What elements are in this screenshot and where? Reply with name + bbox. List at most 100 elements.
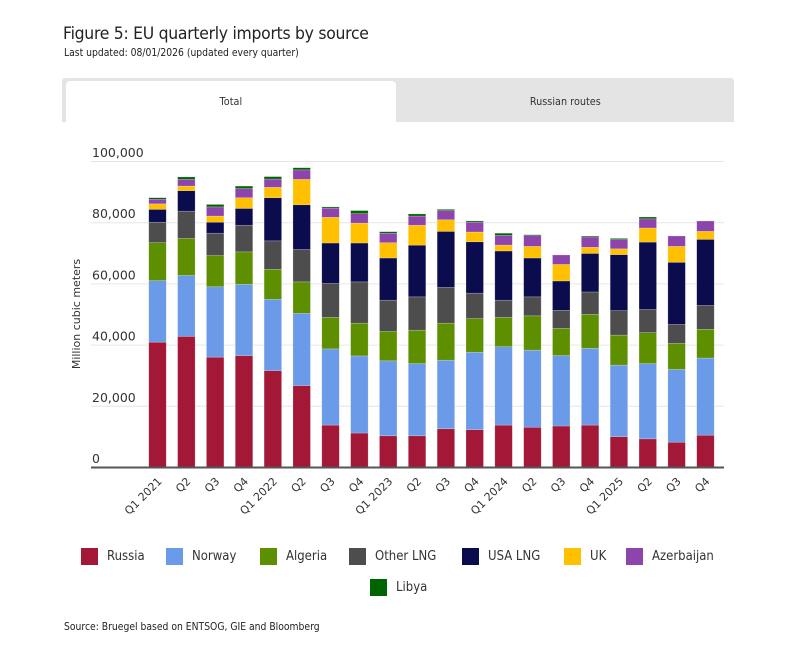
bar-segment-russia[interactable] (696, 434, 715, 468)
bar-segment-libya[interactable] (465, 220, 484, 223)
bar-segment-azerbaijan[interactable] (234, 188, 254, 199)
bar-segment-libya[interactable] (292, 167, 311, 171)
bar-segment-uk[interactable] (552, 264, 571, 282)
bar-stack[interactable] (581, 235, 600, 468)
legend-item-libya[interactable]: Libya (370, 578, 431, 596)
bar-stack[interactable] (552, 254, 571, 468)
bar-segment-libya[interactable] (609, 238, 628, 240)
bar-segment-algeria[interactable] (206, 255, 225, 288)
bar-segment-algeria[interactable] (638, 332, 657, 364)
bar-segment-russia[interactable] (609, 436, 628, 468)
bar-stack[interactable] (206, 204, 225, 468)
bar-segment-russia[interactable] (177, 336, 196, 468)
bar-stack[interactable] (263, 176, 282, 468)
bar-segment-other-lng[interactable] (465, 292, 484, 319)
bar-segment-azerbaijan[interactable] (350, 213, 369, 224)
bar-segment-uk[interactable] (523, 246, 542, 259)
bar-segment-libya[interactable] (234, 185, 254, 189)
bar-segment-algeria[interactable] (667, 343, 686, 370)
bar-segment-norway[interactable] (234, 284, 254, 356)
bar-segment-russia[interactable] (206, 356, 225, 468)
bar-segment-azerbaijan[interactable] (581, 236, 600, 248)
bar-segment-algeria[interactable] (292, 281, 311, 314)
bar-segment-algeria[interactable] (234, 251, 254, 285)
bar-segment-other-lng[interactable] (523, 296, 542, 317)
bar-stack[interactable] (465, 220, 484, 468)
tab-russian-routes[interactable]: Russian routes (396, 81, 734, 122)
bar-segment-norway[interactable] (177, 275, 196, 337)
bar-segment-uk[interactable] (350, 222, 369, 244)
bar-segment-russia[interactable] (523, 426, 542, 468)
bar-segment-uk[interactable] (206, 215, 225, 223)
bar-segment-algeria[interactable] (696, 328, 715, 359)
legend-item-usa-lng[interactable]: USA LNG (461, 547, 546, 565)
bar-segment-usa-lng[interactable] (148, 209, 167, 223)
legend-item-russia[interactable]: Russia (80, 547, 149, 565)
bar-segment-other-lng[interactable] (206, 232, 225, 256)
bar-segment-libya[interactable] (206, 204, 225, 208)
bar-segment-russia[interactable] (350, 432, 369, 468)
bar-segment-norway[interactable] (263, 299, 282, 371)
bar-segment-uk[interactable] (263, 187, 282, 199)
bar-stack[interactable] (609, 238, 628, 468)
bar-segment-russia[interactable] (379, 435, 398, 468)
bar-segment-norway[interactable] (436, 359, 455, 430)
bar-segment-uk[interactable] (667, 246, 686, 263)
bar-segment-other-lng[interactable] (234, 224, 254, 253)
bar-segment-norway[interactable] (379, 360, 398, 437)
bar-segment-russia[interactable] (292, 385, 311, 468)
bar-segment-russia[interactable] (263, 370, 282, 468)
bar-segment-russia[interactable] (552, 425, 571, 468)
bar-stack[interactable] (436, 209, 455, 468)
bar-segment-russia[interactable] (581, 424, 600, 468)
bar-segment-uk[interactable] (379, 242, 398, 259)
bar-segment-uk[interactable] (234, 197, 254, 209)
bar-segment-libya[interactable] (321, 206, 340, 209)
bar-stack[interactable] (292, 167, 311, 468)
bar-segment-norway[interactable] (638, 363, 657, 440)
bar-segment-usa-lng[interactable] (263, 197, 282, 242)
bar-segment-norway[interactable] (581, 347, 600, 426)
legend-item-algeria[interactable]: Algeria (259, 547, 332, 565)
bar-segment-uk[interactable] (321, 217, 340, 244)
bar-segment-usa-lng[interactable] (292, 204, 311, 250)
bar-segment-uk[interactable] (696, 231, 715, 240)
bar-segment-usa-lng[interactable] (465, 241, 484, 294)
bar-stack[interactable] (638, 216, 657, 468)
bar-segment-norway[interactable] (465, 351, 484, 430)
bar-segment-norway[interactable] (350, 355, 369, 434)
bar-segment-uk[interactable] (436, 219, 455, 232)
bar-segment-libya[interactable] (581, 235, 600, 238)
bar-segment-algeria[interactable] (350, 322, 369, 357)
bar-segment-usa-lng[interactable] (523, 257, 542, 298)
bar-segment-libya[interactable] (177, 176, 196, 180)
bar-segment-algeria[interactable] (523, 315, 542, 351)
bar-segment-other-lng[interactable] (609, 310, 628, 336)
bar-segment-other-lng[interactable] (581, 291, 600, 315)
bar-stack[interactable] (494, 232, 513, 468)
legend-item-azerbaijan[interactable]: Azerbaijan (625, 547, 721, 565)
bar-segment-other-lng[interactable] (350, 281, 369, 324)
bar-segment-azerbaijan[interactable] (321, 207, 340, 218)
bar-segment-norway[interactable] (206, 286, 225, 358)
bar-segment-usa-lng[interactable] (206, 221, 225, 234)
bar-segment-uk[interactable] (494, 244, 513, 252)
bar-segment-libya[interactable] (350, 210, 369, 214)
bar-segment-usa-lng[interactable] (609, 254, 628, 311)
bar-segment-usa-lng[interactable] (436, 231, 455, 288)
bar-segment-azerbaijan[interactable] (696, 220, 715, 232)
bar-segment-other-lng[interactable] (696, 305, 715, 330)
bar-segment-azerbaijan[interactable] (465, 221, 484, 233)
bar-segment-other-lng[interactable] (552, 310, 571, 329)
bar-segment-russia[interactable] (321, 424, 340, 468)
bar-segment-usa-lng[interactable] (408, 244, 427, 298)
bar-segment-algeria[interactable] (465, 318, 484, 353)
bar-stack[interactable] (234, 185, 254, 468)
bar-segment-azerbaijan[interactable] (206, 206, 225, 217)
bar-segment-norway[interactable] (494, 346, 513, 426)
bar-segment-russia[interactable] (465, 429, 484, 468)
bar-segment-algeria[interactable] (494, 317, 513, 348)
bar-segment-russia[interactable] (234, 355, 254, 468)
bar-segment-usa-lng[interactable] (177, 190, 196, 212)
bar-segment-other-lng[interactable] (494, 299, 513, 318)
